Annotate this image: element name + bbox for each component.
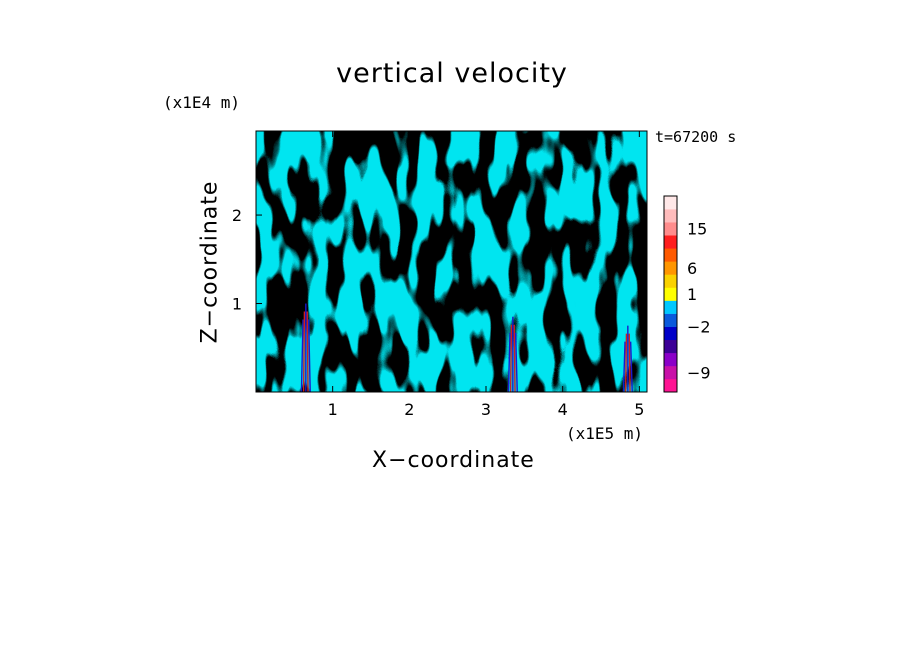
- velocity-field: [256, 131, 647, 392]
- colorbar-label: −9: [687, 363, 711, 382]
- convective-column-streak: [507, 332, 511, 392]
- colorbar-segment: [664, 339, 677, 354]
- colorbar: [664, 196, 677, 393]
- colorbar-segment: [664, 352, 677, 367]
- x-tick-label: 2: [404, 400, 414, 419]
- colorbar-label: 6: [687, 259, 697, 278]
- time-label: t=67200 s: [655, 128, 737, 146]
- colorbar-segment: [664, 209, 677, 223]
- colorbar-segment: [664, 313, 677, 327]
- y-tick-label: 2: [232, 206, 242, 225]
- convective-column-streak: [628, 333, 631, 392]
- x-axis-label: X−coordinate: [372, 448, 535, 473]
- convective-column-streak: [306, 311, 309, 392]
- convective-column-streak: [307, 319, 311, 392]
- colorbar-segment: [664, 222, 677, 236]
- convective-column-streak: [302, 311, 306, 392]
- colorbar-segment: [664, 235, 677, 249]
- y-tick-label: 1: [232, 295, 242, 314]
- convective-column-streak: [629, 341, 633, 392]
- colorbar-segment: [664, 274, 677, 288]
- x-tick-label: 3: [481, 400, 491, 419]
- convective-column-streak: [622, 341, 626, 392]
- convective-column-streak: [300, 319, 304, 392]
- x-tick-label: 4: [558, 400, 568, 419]
- colorbar-segment: [664, 365, 677, 380]
- convective-column-streak: [513, 324, 516, 392]
- colorbar-segment: [664, 287, 677, 301]
- colorbar-label: 1: [687, 285, 697, 304]
- colorbar-segment: [664, 261, 677, 275]
- colorbar-segment: [664, 300, 677, 314]
- x-tick-label: 1: [328, 400, 338, 419]
- colorbar-segment: [664, 248, 677, 262]
- colorbar-segment: [664, 196, 677, 210]
- field-positive-region: [256, 131, 647, 392]
- plot-frame: [255, 130, 648, 393]
- convective-column-streak: [624, 333, 628, 392]
- z-axis-unit: (x1E4 m): [163, 93, 241, 112]
- colorbar-segment: [664, 378, 677, 393]
- colorbar-frame: [663, 195, 678, 393]
- convective-column-streak: [514, 332, 518, 392]
- colorbar-label: −2: [687, 318, 711, 337]
- colorbar-label: 15: [687, 220, 707, 239]
- convective-column-streak: [509, 324, 513, 392]
- colorbar-segment: [664, 326, 677, 341]
- x-axis-unit: (x1E5 m): [566, 424, 644, 443]
- x-tick-label: 5: [634, 400, 644, 419]
- chart-title: vertical velocity: [336, 58, 568, 89]
